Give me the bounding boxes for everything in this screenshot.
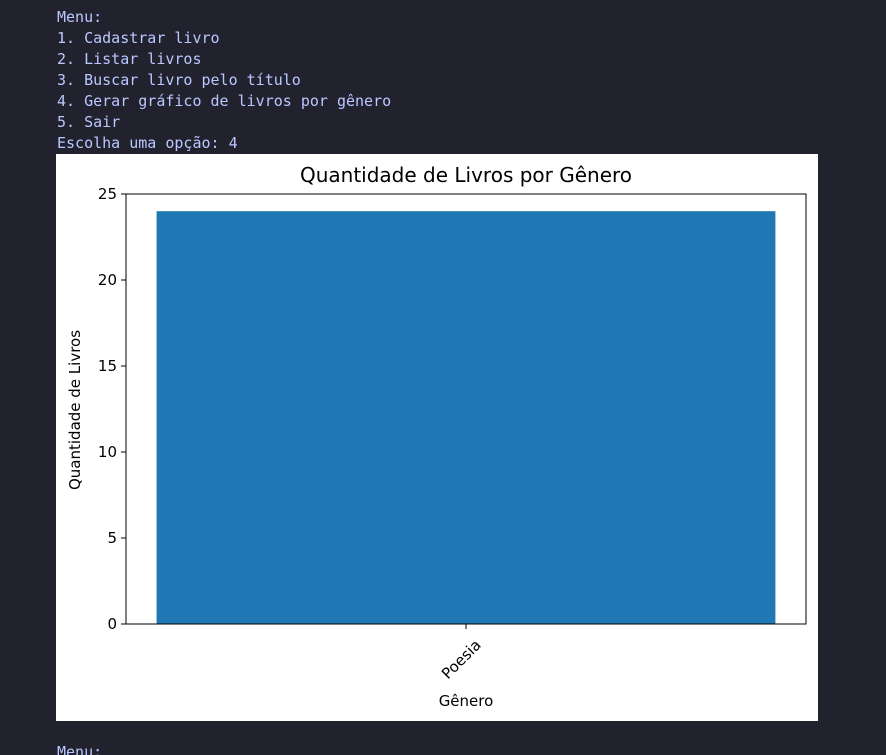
menu-option-listar-livros: 2. Listar livros (57, 50, 202, 68)
y-axis-label: Quantidade de Livros (66, 330, 84, 490)
next-menu-title: Menu: (57, 743, 103, 755)
menu-option-buscar-livro: 3. Buscar livro pelo título (57, 71, 301, 89)
y-tick-label: 15 (98, 357, 117, 375)
y-tick-label: 20 (98, 271, 117, 289)
menu-title: Menu: (57, 8, 103, 26)
x-tick-label: Poesia (438, 636, 485, 683)
bar-poesia (156, 211, 776, 624)
y-tick-label: 25 (98, 185, 117, 203)
menu-option-gerar-grafico: 4. Gerar gráfico de livros por gênero (57, 92, 392, 110)
y-tick-label: 10 (98, 443, 117, 461)
option-prompt: Escolha uma opção: 4 (57, 134, 238, 152)
chart-title: Quantidade de Livros por Gênero (300, 163, 632, 187)
x-axis-label: Gênero (439, 692, 494, 710)
plot-frame (125, 193, 807, 625)
y-tick-label: 0 (107, 615, 117, 633)
y-tick-label: 5 (107, 529, 117, 547)
menu-option-sair: 5. Sair (57, 113, 121, 131)
chart-plot-area: Poesia 0 5 10 15 20 25 (98, 185, 807, 683)
genre-bar-chart: Quantidade de Livros por Gênero Poesia 0 5… (56, 154, 818, 721)
chart-svg: Quantidade de Livros por Gênero Poesia 0 5… (66, 163, 807, 710)
menu-option-cadastrar-livro: 1. Cadastrar livro (57, 29, 220, 47)
